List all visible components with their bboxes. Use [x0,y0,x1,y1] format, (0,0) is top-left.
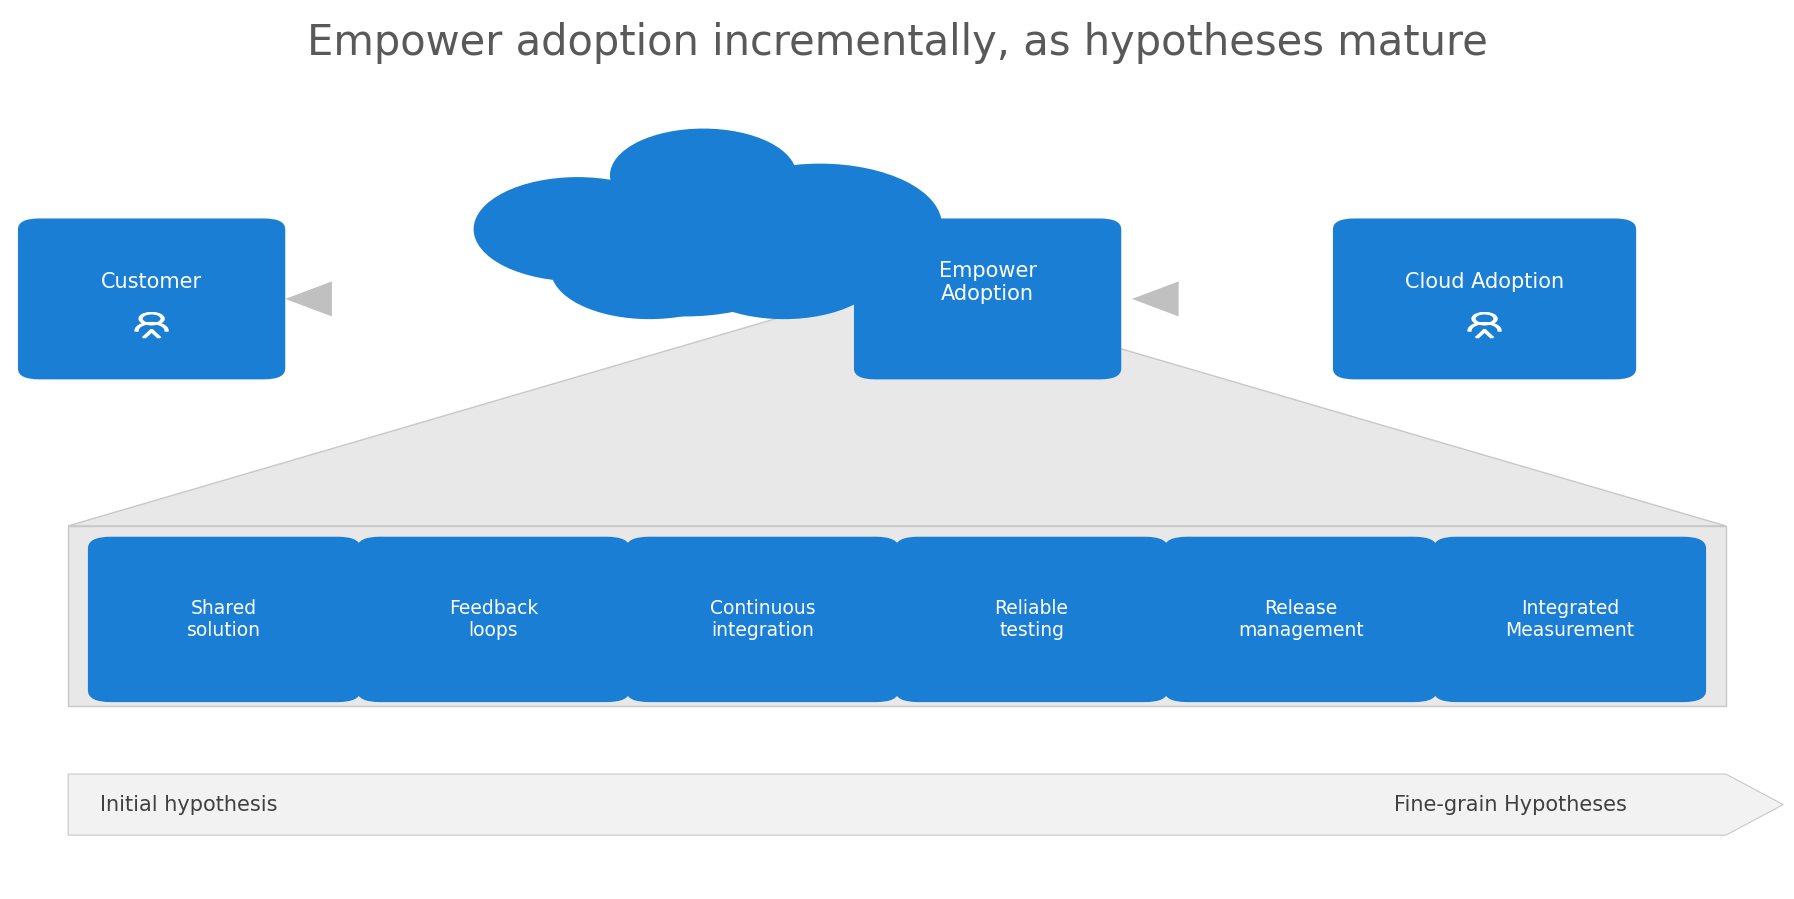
FancyBboxPatch shape [1164,537,1437,702]
Text: Feedback
loops: Feedback loops [448,599,538,640]
Polygon shape [68,774,1783,835]
FancyBboxPatch shape [895,537,1168,702]
Circle shape [556,187,814,316]
FancyBboxPatch shape [18,218,285,379]
FancyBboxPatch shape [1333,218,1636,379]
Text: Empower adoption incrementally, as hypotheses mature: Empower adoption incrementally, as hypot… [307,22,1487,65]
Polygon shape [68,283,1726,526]
Polygon shape [285,281,332,316]
Text: Empower
Adoption: Empower Adoption [938,261,1037,304]
FancyBboxPatch shape [626,537,899,702]
Text: Integrated
Measurement: Integrated Measurement [1505,599,1634,640]
Circle shape [551,220,748,319]
Polygon shape [1132,281,1179,316]
FancyBboxPatch shape [854,218,1121,379]
Text: Customer: Customer [100,272,203,292]
Text: Shared
solution: Shared solution [187,599,262,640]
FancyBboxPatch shape [1433,537,1706,702]
Text: Initial hypothesis: Initial hypothesis [100,795,278,814]
Circle shape [698,164,942,286]
FancyBboxPatch shape [357,537,630,702]
Circle shape [685,220,883,319]
FancyBboxPatch shape [88,537,361,702]
Text: Cloud Adoption: Cloud Adoption [1405,272,1564,292]
Text: Continuous
integration: Continuous integration [710,599,814,640]
Text: Release
management: Release management [1238,599,1363,640]
Circle shape [610,129,797,222]
Text: Fine-grain Hypotheses: Fine-grain Hypotheses [1394,795,1627,814]
Text: Reliable
testing: Reliable testing [994,599,1069,640]
Circle shape [474,177,682,281]
FancyBboxPatch shape [68,526,1726,706]
